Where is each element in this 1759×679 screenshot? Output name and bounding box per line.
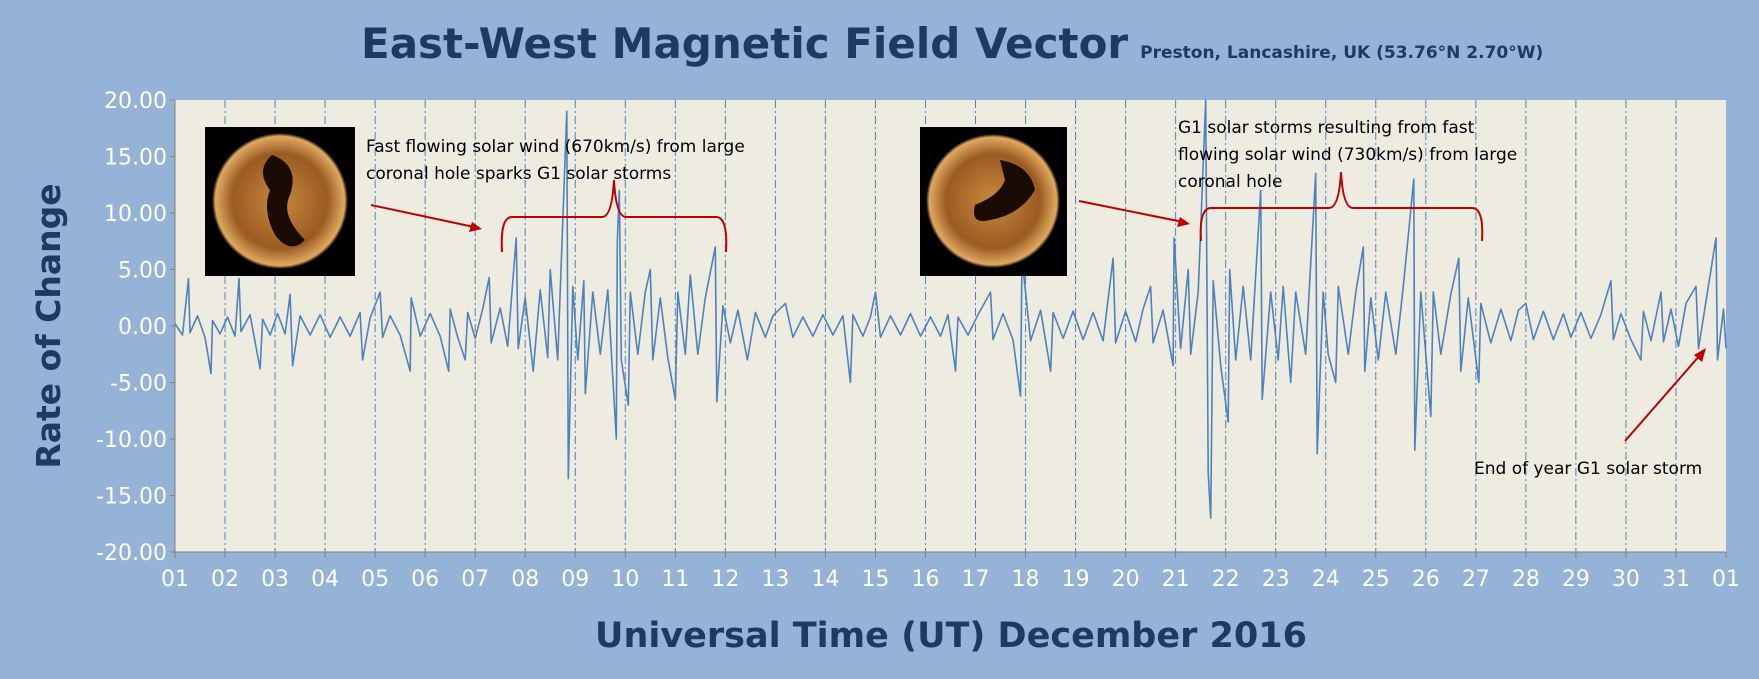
x-tick-label: 27 <box>1462 567 1490 592</box>
x-tick-label: 07 <box>461 567 489 592</box>
arrow-head <box>1694 348 1706 362</box>
x-tick-label: 25 <box>1362 567 1390 592</box>
y-tick-label: 10.00 <box>104 202 167 227</box>
x-axis-title: Universal Time (UT) December 2016 <box>595 616 1307 656</box>
annotation: flowing solar wind (730km/s) from large <box>1178 145 1517 165</box>
arrow <box>370 204 475 228</box>
x-tick-label: 30 <box>1612 567 1640 592</box>
x-tick-label: 31 <box>1662 567 1690 592</box>
x-tick-label: 17 <box>962 567 990 592</box>
chart-title: East-West Magnetic Field Vector <box>361 19 1128 68</box>
x-tick-label: 15 <box>861 567 889 592</box>
x-tick-label: 09 <box>561 567 589 592</box>
annotation: End of year G1 solar storm <box>1474 459 1702 479</box>
x-tick-label: 06 <box>411 567 439 592</box>
y-tick-label: -20.00 <box>96 541 167 566</box>
x-tick-label: 23 <box>1262 567 1290 592</box>
annotation: coronal hole <box>1178 172 1282 192</box>
x-tick-label: 22 <box>1212 567 1240 592</box>
x-tick-label: 03 <box>261 567 289 592</box>
x-tick-label: 19 <box>1062 567 1090 592</box>
arrow <box>1078 200 1184 223</box>
x-tick-label: 01 <box>161 567 189 592</box>
arrow-head <box>1177 217 1190 227</box>
arrow-head <box>469 222 482 232</box>
x-tick-label: 28 <box>1512 567 1540 592</box>
x-tick-label: 20 <box>1112 567 1140 592</box>
annotation: Fast flowing solar wind (670km/s) from l… <box>366 137 745 157</box>
coronal-hole <box>262 155 305 247</box>
x-tick-label: 16 <box>911 567 939 592</box>
y-tick-label: 5.00 <box>118 259 167 284</box>
x-tick-label: 04 <box>311 567 339 592</box>
series-line <box>174 99 1727 519</box>
y-tick-label: -10.00 <box>96 428 167 453</box>
x-tick-label: 02 <box>211 567 239 592</box>
x-tick-label: 08 <box>511 567 539 592</box>
x-tick-label: 29 <box>1562 567 1590 592</box>
x-tick-label: 05 <box>361 567 389 592</box>
x-tick-label: 11 <box>661 567 689 592</box>
y-tick-label: 20.00 <box>104 89 167 114</box>
arrow <box>1624 353 1702 442</box>
x-tick-label: 13 <box>761 567 789 592</box>
y-tick-label: -5.00 <box>110 372 167 397</box>
x-tick-label: 14 <box>811 567 839 592</box>
y-tick-label: 0.00 <box>118 315 167 340</box>
y-tick-label: -15.00 <box>96 485 167 510</box>
y-axis-title: Rate of Change <box>29 183 68 468</box>
annotation: coronal hole sparks G1 solar storms <box>366 164 671 184</box>
x-tick-label: 12 <box>711 567 739 592</box>
x-tick-label: 01 <box>1712 567 1740 592</box>
x-tick-label: 10 <box>611 567 639 592</box>
chart-subtitle: Preston, Lancashire, UK (53.76°N 2.70°W) <box>1140 43 1543 63</box>
x-tick-label: 21 <box>1162 567 1190 592</box>
annotation: G1 solar storms resulting from fast <box>1178 118 1475 138</box>
y-tick-label: 15.00 <box>104 146 167 171</box>
x-tick-label: 18 <box>1012 567 1040 592</box>
bracket <box>500 179 728 253</box>
x-tick-label: 24 <box>1312 567 1340 592</box>
coronal-hole <box>974 160 1035 221</box>
title: East-West Magnetic Field Vector Preston, … <box>361 19 1543 68</box>
x-tick-label: 26 <box>1412 567 1440 592</box>
bracket <box>1199 171 1484 242</box>
